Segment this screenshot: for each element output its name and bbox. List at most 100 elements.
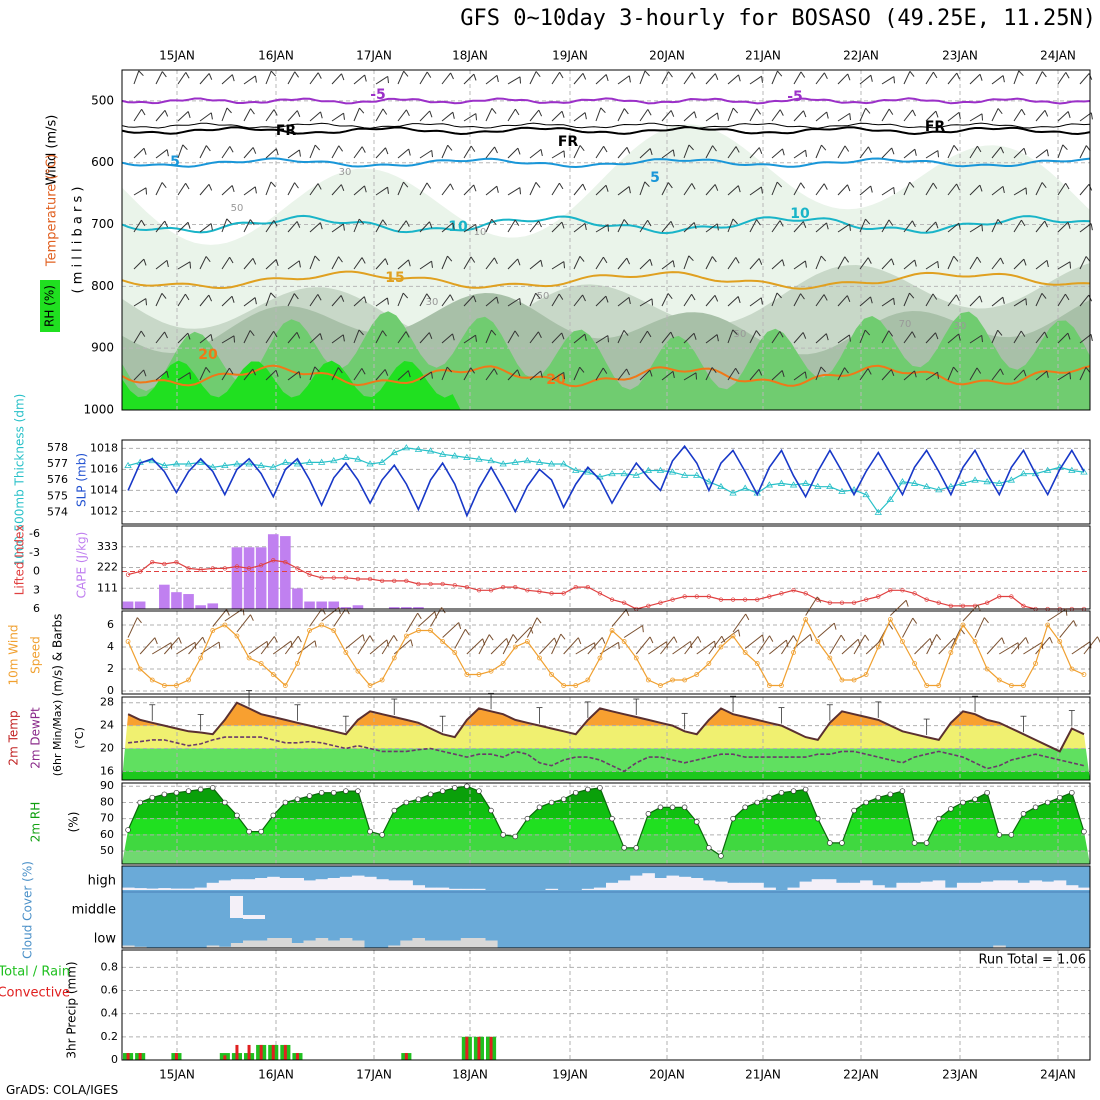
wind-barb [331,295,345,307]
contour-label: 70 [899,319,912,330]
wind-barb-staff [903,220,913,233]
wind-barb-flag [909,181,915,188]
wind-barb-flag [452,333,455,341]
rh-marker [669,804,676,811]
wind-barb [595,256,608,270]
wind-barb [177,111,191,122]
surface-wind-barb-staff [418,611,436,627]
wind-barb-staff [705,112,718,122]
cloud-high-block [739,882,752,890]
surface-wind-barb [272,640,293,655]
wind-barb-staff [595,367,604,381]
wind-barb-flag [716,223,719,231]
wind-barb-staff [265,369,277,381]
wind-barb-staff [661,370,674,381]
surface-wind-barb-staff [151,642,172,655]
thickness-marker [729,489,737,496]
wind-barb-staff [353,368,363,381]
rh-fill-band [122,818,1090,835]
wind-barb-staff [221,367,230,381]
wind-barb-staff [419,110,431,122]
precip-convective-bar [126,1053,130,1060]
wind-barb-flag [1000,146,1005,154]
wind-barb-staff [947,366,954,381]
wind-barb-staff [133,147,145,159]
wind-barb-flag [997,108,1003,115]
slp-line [127,444,1085,518]
wind-barb-staff [1035,293,1043,307]
wind-barb [705,184,719,196]
wind-barb [485,74,499,85]
thickness-marker [995,479,1003,486]
rh-marker [173,789,180,796]
wind-barb-flag [888,330,893,337]
wind-barb-staff [661,182,669,196]
wind-barb-flag [1062,144,1068,151]
wind-barb-flag [226,107,232,114]
wind-barb [309,333,323,344]
thickness-marker [463,453,471,460]
wind-barb [177,261,192,270]
wind-speed-marker [222,622,228,628]
wind-speed-marker [476,672,482,677]
wind-barb-flag [646,330,652,338]
wind-barb [793,182,805,196]
rh-marker [633,845,639,851]
thickness-marker [451,452,459,459]
wind-barb [793,221,807,233]
wind-barb-flag [294,71,299,78]
cloud-high-block [1077,887,1091,890]
wind-barb-flag [758,369,763,376]
wind-barb-staff [815,111,828,122]
wind-barb [793,71,806,85]
wind-speed-marker [900,639,905,644]
wind-barb [573,294,586,307]
wind-barb-staff [947,256,955,270]
wind-barb [749,258,763,270]
wind-speed-marker [464,672,470,677]
wind-barb-flag [893,298,895,305]
wind-barb [529,331,542,344]
wind-barb-staff [419,293,428,307]
wind-barb-flag [1064,293,1070,301]
cloud-high-block [146,888,159,890]
wind-barb-staff [639,70,646,85]
wind-barb-flag [210,112,213,120]
surface-wind-barb [684,636,702,655]
wind-barb [243,219,255,233]
wind-barb [771,292,782,307]
rh-marker [318,789,325,796]
wind-barb-staff [903,148,916,159]
wind-barb [1057,372,1072,381]
surface-wind-barb-staff [393,639,412,655]
precip-convective-bar [489,1036,493,1060]
cloud-level-label-low: low [94,932,117,947]
thickness-marker [1080,468,1088,475]
lifted-index-marker [948,603,953,609]
wind-barb-staff [859,185,872,196]
wind-barb-staff [353,218,360,233]
precip-convective-bar [235,1044,239,1060]
contour-label: 20 [198,347,218,363]
cloud-high-block [134,888,147,890]
wind-barb-flag [844,367,849,374]
lifted-index-marker [307,572,312,577]
cloud-high-block [666,875,680,890]
wind-barb-flag [493,368,498,375]
wind-ytick-label: 2 [107,662,114,675]
wind-barb-flag [670,221,675,228]
wind-barb-staff [155,220,166,233]
surface-wind-barb-flag [441,607,446,614]
surface-wind-barb-flag [410,639,414,647]
wind-barb [375,219,387,233]
wind-barb-staff [331,367,339,381]
wind-barb [419,71,432,85]
wind-barb-flag [870,296,873,304]
wind-barb-flag [672,260,675,268]
wind-barb-staff [727,257,737,270]
wind-barb [837,256,849,270]
lifted-ytick-label: 6 [33,602,40,615]
cloud-high-block [1041,881,1055,890]
wind-barb-flag [164,110,169,117]
surface-wind-barb [805,596,822,616]
